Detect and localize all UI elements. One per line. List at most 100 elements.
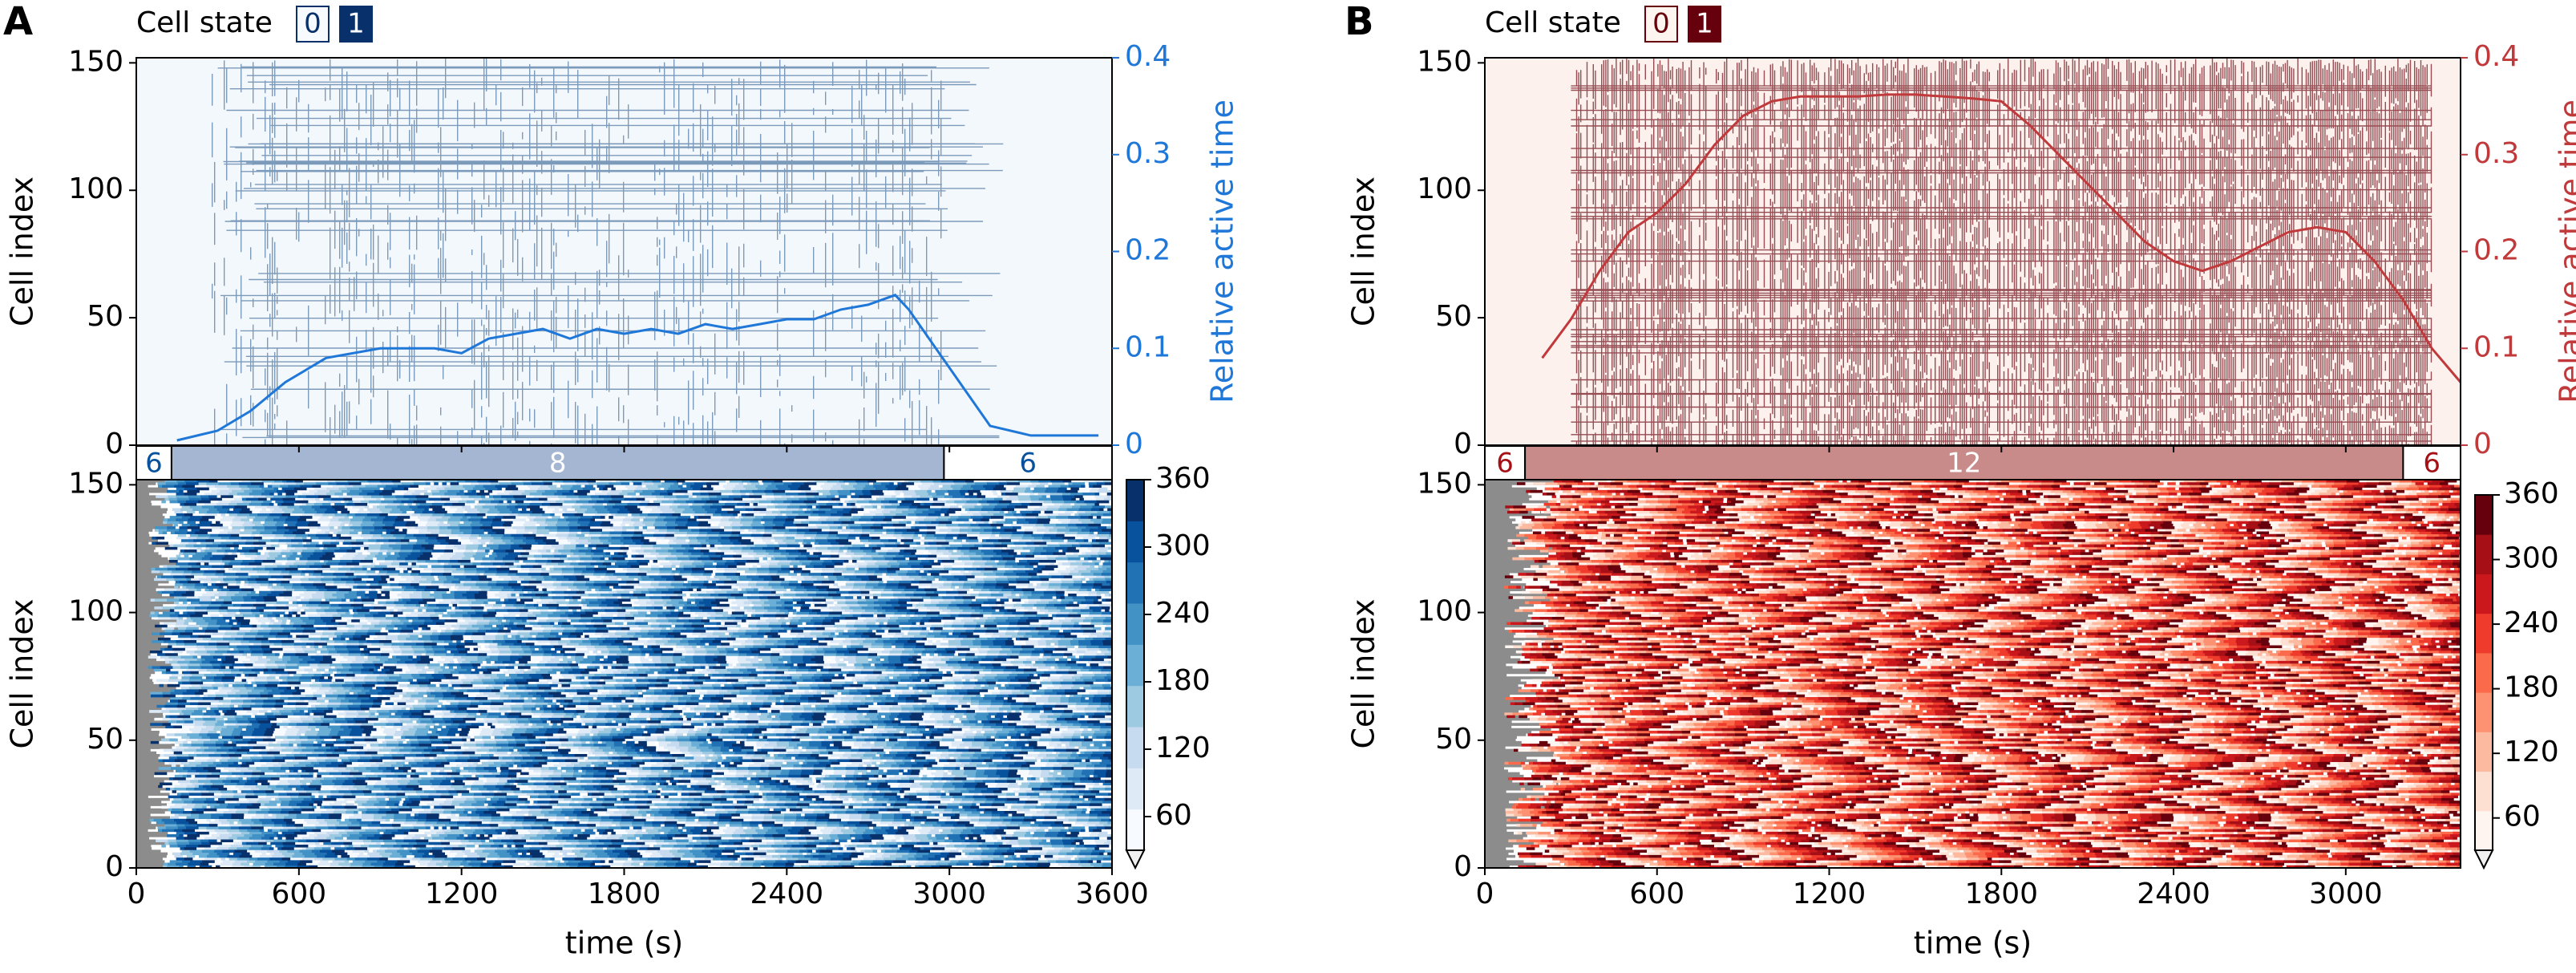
colorbar-step xyxy=(1126,480,1144,521)
x-tick-label: 1200 xyxy=(425,878,499,910)
colorbar-step xyxy=(1126,562,1144,604)
colorbar-step xyxy=(1126,644,1144,687)
heatmap-y-tick-label: 150 xyxy=(1417,467,1472,500)
segment-1 xyxy=(1524,445,2404,480)
raster-spikes xyxy=(1571,58,2432,513)
colorbar-step xyxy=(2475,810,2493,851)
state-key-1: 1 xyxy=(1696,8,1713,40)
raster-y-tick-label: 100 xyxy=(1417,172,1472,205)
x-tick-label: 3000 xyxy=(2309,878,2383,910)
heatmap-y-tick-label: 0 xyxy=(1454,850,1472,883)
x-tick-label: 1800 xyxy=(588,878,661,910)
heatmap-y-tick-label: 0 xyxy=(105,850,123,883)
right-tick-label: 0.4 xyxy=(1125,40,1171,73)
colorbar-extend-arrow xyxy=(2473,849,2494,870)
x-tick-label: 3600 xyxy=(1075,878,1149,910)
right-tick-label: 0 xyxy=(2473,428,2492,460)
raster-plot: 0 50 100 150 Cell index 0 0.1 0.2 0.3 0.4 Relative… xyxy=(1346,40,2576,513)
heatmap-unassigned xyxy=(136,480,182,869)
colorbar-tick-label: 180 xyxy=(2504,671,2559,704)
heatmap-phase-band xyxy=(152,480,1113,869)
heatmap-phase-band xyxy=(148,480,1113,869)
heatmap-y-tick-label: 50 xyxy=(1435,723,1472,756)
segment-label: 8 xyxy=(549,448,567,480)
colorbar-tick-label: 60 xyxy=(1155,799,1192,832)
state-key-1-swatch xyxy=(339,6,373,43)
colorbar-extend-arrow xyxy=(1125,849,1146,870)
raster-y-tick-label: 150 xyxy=(68,45,123,78)
colorbar-tick-label: 120 xyxy=(1155,732,1211,764)
right-tick-label: 0.4 xyxy=(2473,40,2519,73)
segment-label: 6 xyxy=(2423,448,2441,480)
heatmap-phase-band xyxy=(1505,480,2461,869)
colorbar-tick-label: 300 xyxy=(1155,529,1211,562)
heatmap-phase-band xyxy=(152,480,1113,869)
raster-plot: 0 50 100 150 Cell index 0 0.1 0.2 0.3 0.4 Relative… xyxy=(5,40,1240,489)
colorbar-step xyxy=(2475,692,2493,732)
right-tick-label: 0.2 xyxy=(1125,234,1171,267)
right-tick-label: 0.3 xyxy=(2473,137,2519,170)
heatmap-ylabel: Cell index xyxy=(1346,598,1381,748)
colorbar-tick-label: 360 xyxy=(2504,477,2559,510)
raster-y-tick-label: 0 xyxy=(105,428,123,460)
colorbar-tick-label: 300 xyxy=(2504,542,2559,575)
segment-bar: 6 8 6 xyxy=(135,445,1113,480)
colorbar-frame xyxy=(2474,494,2493,851)
right-tick-label: 0.2 xyxy=(2473,234,2519,267)
heatmap-frame xyxy=(1484,479,2461,869)
segment-1 xyxy=(170,445,945,480)
segment-label: 12 xyxy=(1947,448,1981,480)
cell-state-label: Cell state xyxy=(1485,6,1621,39)
heatmap-y-tick-label: 50 xyxy=(87,723,123,756)
raster-y-tick-label: 100 xyxy=(68,172,123,205)
right-tick-label: 0.3 xyxy=(1125,137,1171,170)
relative-active-time-line xyxy=(176,294,1099,442)
colorbar: 60 120 180 240 300 360 xyxy=(2473,477,2559,870)
segment-label: 6 xyxy=(145,448,163,480)
colorbar-tick-label: 60 xyxy=(2504,801,2541,833)
colorbar-tick-label: 240 xyxy=(2504,606,2559,639)
x-tick-label: 2400 xyxy=(750,878,824,910)
raster-y-tick-label: 0 xyxy=(1454,428,1472,460)
colorbar-step xyxy=(2475,574,2493,614)
right-tick-label: 0 xyxy=(1125,428,1143,460)
right-tick-label: 0.1 xyxy=(1125,330,1171,363)
raster-y-tick-label: 50 xyxy=(87,300,123,333)
raster-ylabel: Cell index xyxy=(1346,176,1381,326)
cell-state-label: Cell state xyxy=(136,6,273,39)
segment-bar: 6 12 6 xyxy=(1484,445,2462,480)
xlabel: time (s) xyxy=(1914,926,2032,961)
heatmap-y-tick-label: 150 xyxy=(68,467,123,500)
state-key-0: 0 xyxy=(1652,8,1670,40)
colorbar-tick-label: 120 xyxy=(2504,736,2559,768)
state-key-0: 0 xyxy=(304,8,321,40)
phase-heatmap: 0 50 100 150 Cell index 0 600 1200 1800 2400 3000 t… xyxy=(1346,467,2461,961)
heatmap-unassigned xyxy=(1485,480,1561,869)
right-axis-label: Relative active time xyxy=(1205,99,1240,403)
colorbar-step xyxy=(1126,768,1144,810)
colorbar-step xyxy=(1126,521,1144,563)
colorbar-tick-label: 360 xyxy=(1155,462,1211,495)
segment-0 xyxy=(135,445,172,480)
raster-ylabel: Cell index xyxy=(5,176,40,326)
segment-label: 6 xyxy=(1019,448,1037,480)
colorbar: 60 120 180 240 300 360 xyxy=(1125,462,1211,870)
colorbar-step xyxy=(2475,732,2493,772)
heatmap-phase-band xyxy=(1504,480,2461,869)
heatmap-phase-band xyxy=(1510,480,2461,869)
panel-letter: A xyxy=(3,0,33,44)
colorbar-step xyxy=(2475,534,2493,574)
state-key-1-swatch xyxy=(1688,6,1721,43)
colorbar-step xyxy=(1126,603,1144,645)
xlabel: time (s) xyxy=(565,926,683,961)
raster-background xyxy=(136,58,1112,445)
x-tick-label: 1800 xyxy=(1964,878,2038,910)
colorbar-frame xyxy=(1126,479,1145,851)
x-tick-label: 600 xyxy=(1629,878,1684,910)
heatmap-phase-band xyxy=(1504,480,2461,869)
colorbar-tick-label: 180 xyxy=(1155,664,1211,697)
colorbar-step xyxy=(1126,809,1144,851)
colorbar-step xyxy=(1126,727,1144,768)
colorbar-step xyxy=(2475,771,2493,812)
